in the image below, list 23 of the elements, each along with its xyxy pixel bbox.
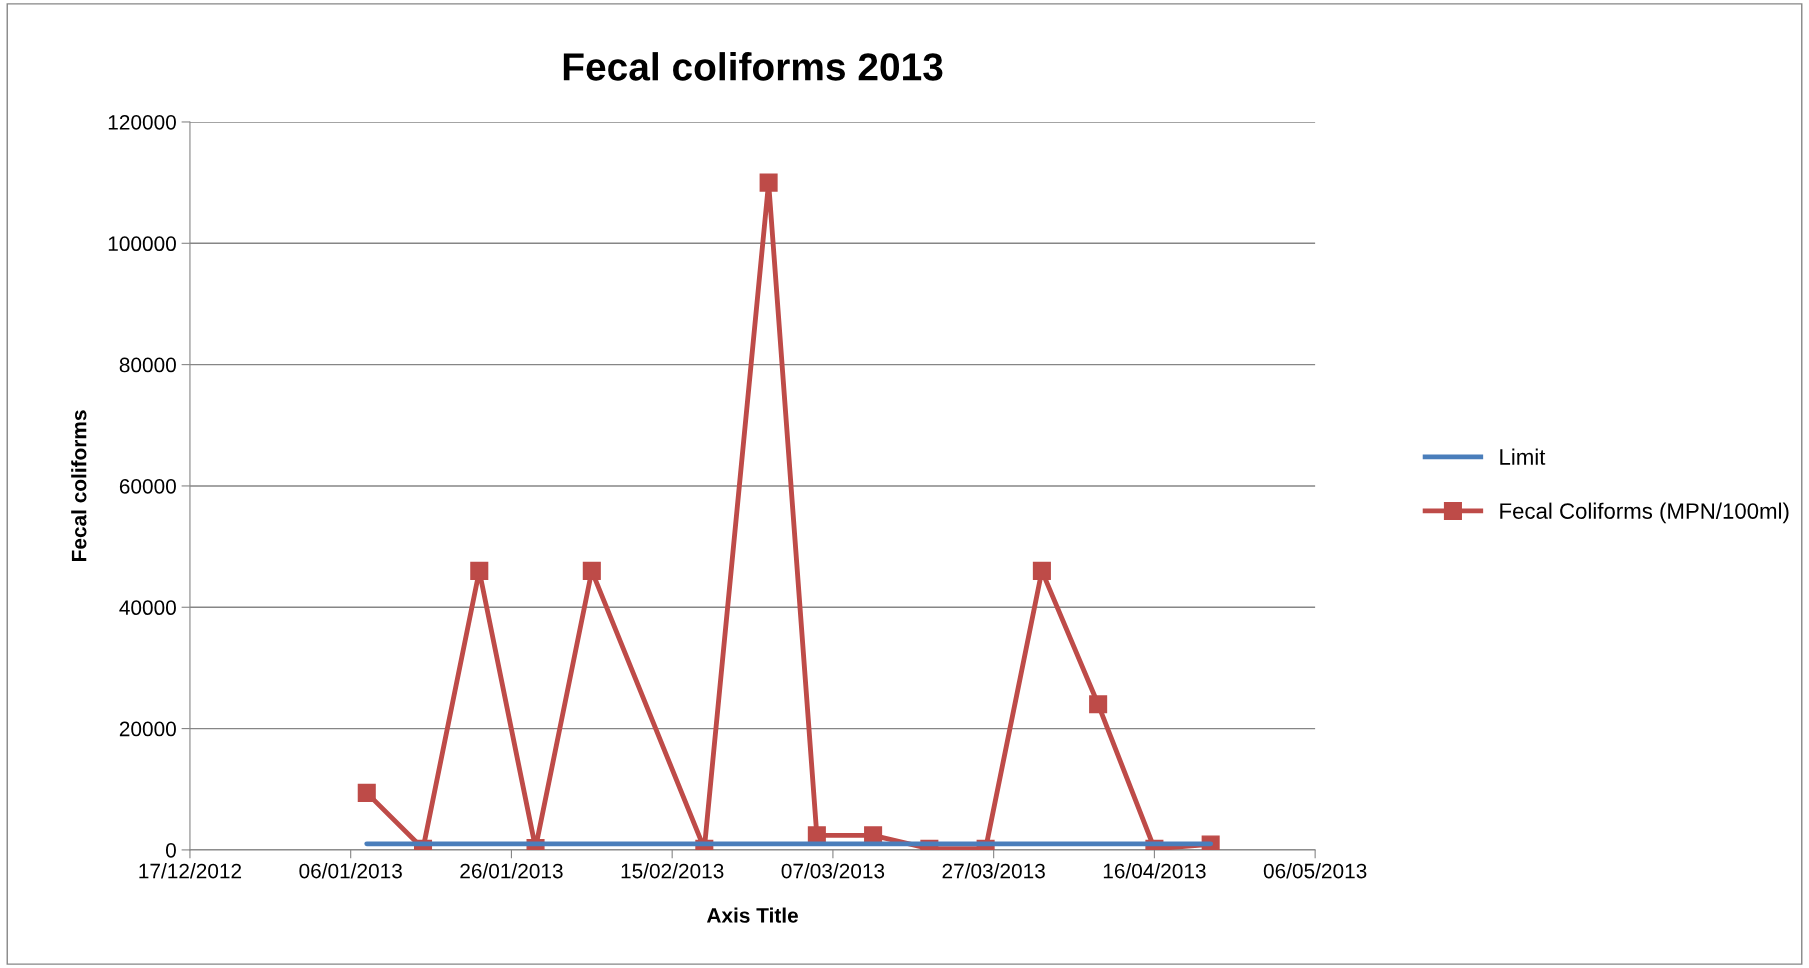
y-tick-label: 0 — [165, 842, 176, 858]
x-tick-label: 06/01/2013 — [299, 863, 402, 879]
legend-label: Fecal Coliforms (MPN/100ml) — [1500, 502, 1789, 524]
x-tick-label: 15/02/2013 — [621, 863, 724, 879]
y-tick-label: 40000 — [119, 600, 176, 616]
y-tick-label: 100000 — [108, 236, 176, 252]
y-axis-title: Fecal coliforms — [71, 410, 87, 561]
x-tick-label: 27/03/2013 — [942, 863, 1045, 879]
x-tick-label: 07/03/2013 — [781, 863, 885, 879]
x-axis-title: Axis Title — [706, 907, 798, 923]
point — [1032, 561, 1051, 580]
legend-label: Limit — [1500, 448, 1546, 465]
x-tick-label: 16/04/2013 — [1103, 863, 1206, 879]
y-tick-label: 80000 — [119, 357, 176, 373]
point — [582, 561, 601, 580]
chart-title: Fecal coliforms 2013 — [563, 52, 943, 81]
y-tick-label: 20000 — [119, 721, 176, 737]
y-tick-label: 120000 — [108, 114, 176, 130]
x-tick-label: 17/12/2012 — [139, 863, 242, 879]
point — [470, 561, 489, 580]
x-tick-label: 06/05/2013 — [1263, 863, 1367, 879]
y-tick-label: 60000 — [119, 478, 176, 494]
x-tick-label: 26/01/2013 — [460, 863, 563, 879]
